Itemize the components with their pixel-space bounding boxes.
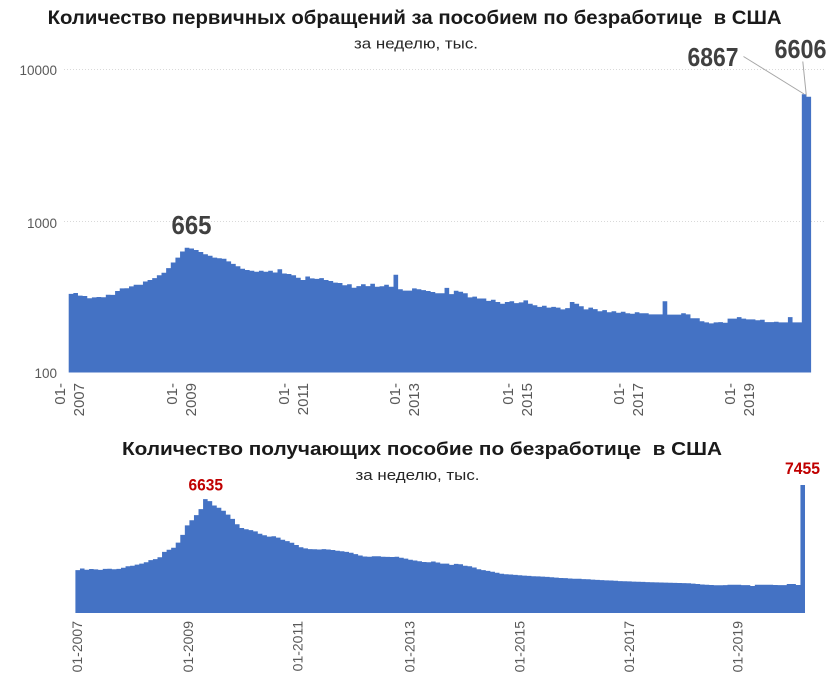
svg-text:10000: 10000: [19, 63, 57, 78]
svg-text:Количество получающих пособие: Количество получающих пособие по безрабо…: [122, 439, 722, 459]
svg-text:2009: 2009: [183, 383, 200, 416]
svg-text:01-: 01-: [276, 383, 293, 405]
svg-text:01-2017: 01-2017: [621, 621, 637, 673]
svg-text:1000: 1000: [27, 216, 57, 231]
svg-text:за неделю, тыс.: за неделю, тыс.: [354, 37, 478, 53]
svg-text:2019: 2019: [741, 383, 758, 416]
svg-text:6635: 6635: [189, 476, 224, 494]
svg-text:01-: 01-: [611, 383, 628, 405]
svg-text:01-: 01-: [164, 383, 181, 405]
svg-text:01-: 01-: [500, 383, 517, 405]
svg-text:100: 100: [34, 366, 57, 381]
svg-text:2015: 2015: [519, 383, 536, 416]
svg-text:6867: 6867: [688, 44, 739, 72]
svg-text:01-2015: 01-2015: [512, 621, 528, 673]
svg-text:01-2007: 01-2007: [69, 621, 85, 673]
svg-text:01-2011: 01-2011: [290, 621, 306, 672]
svg-text:01-: 01-: [387, 383, 404, 405]
svg-text:6606: 6606: [775, 36, 827, 64]
svg-text:2017: 2017: [630, 383, 647, 416]
svg-text:Количество первичных обращений: Количество первичных обращений за пособи…: [48, 7, 782, 29]
svg-text:665: 665: [172, 212, 212, 240]
svg-text:01-2013: 01-2013: [402, 621, 418, 673]
svg-text:01-: 01-: [722, 383, 739, 405]
svg-text:2007: 2007: [71, 383, 88, 416]
svg-text:2011: 2011: [295, 383, 312, 415]
svg-text:01-: 01-: [52, 383, 69, 405]
svg-text:01-2019: 01-2019: [730, 621, 746, 673]
svg-text:01-2009: 01-2009: [180, 621, 196, 673]
svg-text:7455: 7455: [785, 460, 820, 478]
svg-text:2013: 2013: [406, 383, 423, 416]
svg-text:за неделю, тыс.: за неделю, тыс.: [356, 468, 480, 484]
